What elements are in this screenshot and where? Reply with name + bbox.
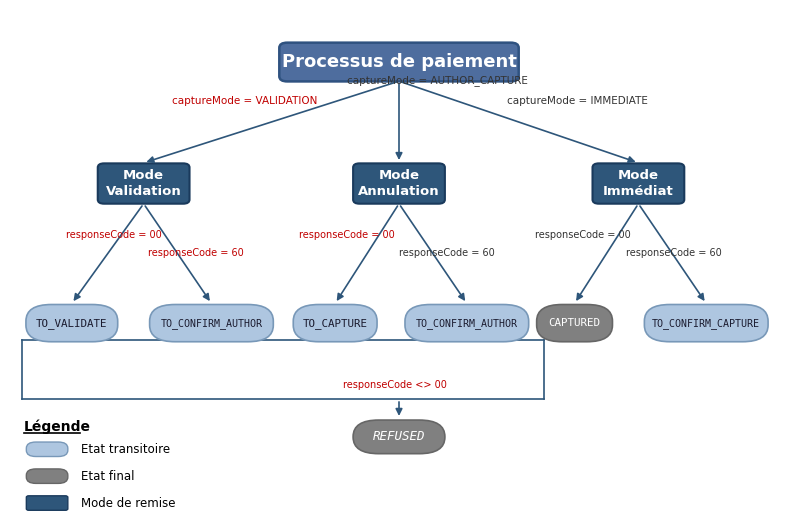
Text: Légende: Légende [24,419,91,434]
FancyBboxPatch shape [405,305,528,342]
FancyBboxPatch shape [97,163,189,204]
FancyBboxPatch shape [353,420,445,454]
Text: REFUSED: REFUSED [373,430,425,444]
Text: captureMode = VALIDATION: captureMode = VALIDATION [172,96,317,106]
Text: responseCode = 60: responseCode = 60 [399,248,495,258]
Text: Mode de remise: Mode de remise [81,497,176,510]
Text: TO_CONFIRM_AUTHOR: TO_CONFIRM_AUTHOR [416,317,518,329]
Text: Etat transitoire: Etat transitoire [81,443,171,457]
Text: Etat final: Etat final [81,470,135,483]
FancyBboxPatch shape [353,163,445,204]
Text: responseCode <> 00: responseCode <> 00 [343,380,447,390]
Text: TO_CAPTURE: TO_CAPTURE [302,317,368,329]
Text: responseCode = 60: responseCode = 60 [626,248,722,258]
Text: TO_CONFIRM_CAPTURE: TO_CONFIRM_CAPTURE [652,317,760,329]
Text: TO_CONFIRM_AUTHOR: TO_CONFIRM_AUTHOR [160,317,263,329]
FancyBboxPatch shape [150,305,273,342]
FancyBboxPatch shape [645,305,768,342]
Text: TO_VALIDATE: TO_VALIDATE [36,317,108,329]
Text: captureMode = AUTHOR_CAPTURE: captureMode = AUTHOR_CAPTURE [347,74,528,86]
Text: Mode
Validation: Mode Validation [106,169,181,198]
Text: responseCode = 00: responseCode = 00 [535,230,630,240]
FancyBboxPatch shape [536,305,612,342]
Text: CAPTURED: CAPTURED [548,318,601,328]
Text: responseCode = 00: responseCode = 00 [66,230,162,240]
Text: Processus de paiement: Processus de paiement [282,53,516,71]
Text: captureMode = IMMEDIATE: captureMode = IMMEDIATE [507,96,648,106]
FancyBboxPatch shape [26,442,68,457]
FancyBboxPatch shape [26,305,118,342]
FancyBboxPatch shape [279,43,519,81]
Text: responseCode = 00: responseCode = 00 [299,230,395,240]
Text: Mode
Annulation: Mode Annulation [358,169,440,198]
Text: Mode
Immédiat: Mode Immédiat [603,169,674,198]
FancyBboxPatch shape [26,496,68,510]
FancyBboxPatch shape [26,469,68,483]
FancyBboxPatch shape [293,305,377,342]
FancyBboxPatch shape [592,163,685,204]
Text: responseCode = 60: responseCode = 60 [148,248,243,258]
